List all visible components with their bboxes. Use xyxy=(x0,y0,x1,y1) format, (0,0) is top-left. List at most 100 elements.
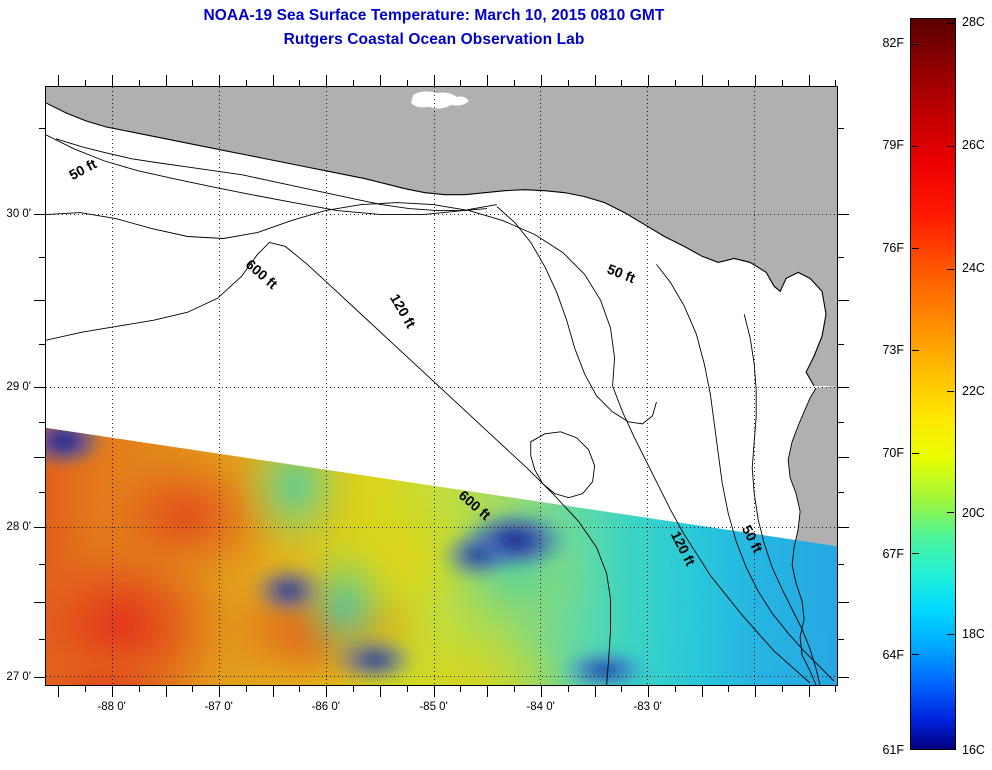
y-axis-major-tick-right xyxy=(838,677,849,678)
coastline-barrier-islands xyxy=(55,138,487,212)
x-axis-minor-tick-top xyxy=(191,80,193,86)
x-axis-major-tick-top xyxy=(325,75,327,86)
colorbar-left-tick xyxy=(912,452,919,454)
x-axis-minor-tick-top xyxy=(138,80,140,86)
colorbar-fahrenheit-tick-label: 61F xyxy=(882,743,904,757)
x-axis-minor-tick xyxy=(513,686,515,692)
colorbar-fahrenheit-tick-label: 79F xyxy=(882,138,904,153)
y-axis-major-tick xyxy=(34,602,45,603)
y-axis-major-tick xyxy=(34,213,45,215)
y-axis-major-tick xyxy=(34,527,45,528)
y-axis-major-tick xyxy=(34,300,45,302)
x-axis-minor-tick-top xyxy=(406,80,408,86)
x-axis-minor-tick-top xyxy=(620,80,622,86)
y-axis-minor-tick-right xyxy=(838,422,844,423)
x-axis-major-tick xyxy=(594,686,596,697)
x-axis-minor-tick-top xyxy=(674,80,676,86)
colorbar-gradient xyxy=(910,18,956,750)
coastline-florida-east xyxy=(787,387,817,685)
y-axis-minor-tick xyxy=(39,564,45,566)
x-axis-major-tick xyxy=(111,686,113,697)
x-axis-label: -88 0' xyxy=(97,701,126,713)
y-axis-minor-tick-right xyxy=(838,257,844,258)
y-axis-minor-tick-right xyxy=(838,564,844,566)
x-axis-minor-tick xyxy=(298,686,300,692)
y-axis-minor-tick-right xyxy=(838,639,844,641)
colorbar: 82F 79F 76F 73F 70F 67F 64F 61F 28C 26C 24C 22C 20C… xyxy=(882,15,984,757)
colorbar-celsius-tick-label: 16C xyxy=(962,743,985,757)
map-plot-area: 50 ft 600 ft 120 ft 50 ft 600 ft 120 ft 50 ft xyxy=(46,87,837,685)
colorbar-right-tick xyxy=(947,22,954,24)
colorbar-celsius-tick-label: 26C xyxy=(962,138,985,153)
y-axis-label: 27 0' xyxy=(6,671,31,683)
graticule-meridian xyxy=(326,87,327,685)
x-axis-minor-tick-top xyxy=(834,80,836,86)
x-axis-major-tick-top xyxy=(379,75,381,86)
y-axis-minor-tick-right xyxy=(838,344,844,345)
coastline-gulf xyxy=(46,102,827,387)
x-axis-major-tick xyxy=(647,686,649,697)
x-axis-minor-tick-top xyxy=(513,80,515,86)
y-axis-label: 29 0' xyxy=(6,381,31,394)
colorbar-left-tick xyxy=(912,654,919,656)
x-axis-minor-tick xyxy=(567,686,569,692)
contour-50ft-florida xyxy=(656,264,835,682)
x-axis-major-tick-top xyxy=(272,75,274,86)
colorbar-right-tick xyxy=(947,268,954,270)
y-axis-major-tick-right xyxy=(838,213,849,215)
y-axis-major-tick xyxy=(34,677,45,678)
inland-white-patch xyxy=(411,91,469,109)
x-axis-major-tick-top xyxy=(540,75,542,86)
x-axis-minor-tick xyxy=(84,686,86,692)
graticule-meridian xyxy=(112,87,114,685)
x-axis-minor-tick xyxy=(781,686,783,692)
x-axis-minor-tick-top xyxy=(567,80,569,86)
contour-600ft-main xyxy=(46,241,612,685)
colorbar-fahrenheit-tick-label: 70F xyxy=(882,445,904,460)
x-axis-minor-tick-top xyxy=(781,80,783,86)
x-axis-minor-tick xyxy=(674,686,676,692)
y-axis-minor-tick xyxy=(39,344,45,345)
colorbar-left-tick xyxy=(912,146,919,148)
x-axis-minor-tick xyxy=(138,686,140,692)
x-axis-minor-tick xyxy=(727,686,729,692)
y-axis-minor-tick-right xyxy=(838,491,844,493)
colorbar-fahrenheit-tick-label: 73F xyxy=(882,343,904,358)
x-axis-minor-tick-top xyxy=(298,80,300,86)
x-axis-major-tick-top xyxy=(57,75,59,86)
y-axis-major-tick-right xyxy=(838,602,849,603)
x-axis-major-tick xyxy=(808,686,810,697)
y-axis-label: 30 0' xyxy=(6,207,31,220)
x-axis-major-tick-top xyxy=(165,75,167,86)
colorbar-fahrenheit-labels: 82F 79F 76F 73F 70F 67F 64F 61F xyxy=(858,18,904,757)
colorbar-fahrenheit-tick-label: 64F xyxy=(882,647,904,662)
colorbar-left-tick xyxy=(912,553,919,555)
x-axis-minor-tick-top xyxy=(459,80,461,86)
contour-120ft-arc xyxy=(46,202,616,387)
x-axis-major-tick xyxy=(218,686,220,697)
colorbar-right-tick xyxy=(947,512,954,514)
colorbar-fahrenheit-tick-label: 67F xyxy=(882,546,904,561)
y-axis-minor-tick-right xyxy=(838,128,844,129)
x-axis-major-tick xyxy=(433,686,435,697)
y-axis-major-tick xyxy=(34,456,45,458)
graticule-parallel xyxy=(46,387,837,389)
page-title: NOAA-19 Sea Surface Temperature: March 1… xyxy=(203,7,665,24)
x-axis-minor-tick xyxy=(834,686,836,692)
y-axis-major-tick-right xyxy=(838,387,849,389)
y-axis-major-tick-right xyxy=(838,527,849,528)
x-axis-minor-tick xyxy=(245,686,247,692)
graticule-parallel xyxy=(46,214,837,216)
colorbar-celsius-tick-label: 24C xyxy=(962,261,985,276)
x-axis-major-tick-top xyxy=(433,75,435,86)
contour-120ft-florida xyxy=(612,385,811,684)
x-axis-major-tick xyxy=(486,686,488,697)
graticule-meridian xyxy=(540,87,542,685)
colorbar-fahrenheit-tick-label: 76F xyxy=(882,240,904,255)
x-axis-major-tick-top xyxy=(701,75,703,86)
y-axis-minor-tick xyxy=(39,422,45,423)
colorbar-celsius-tick-label: 20C xyxy=(962,505,985,520)
graticule-parallel xyxy=(46,676,837,678)
x-axis-minor-tick-top xyxy=(727,80,729,86)
x-axis-major-tick-top xyxy=(754,75,756,86)
